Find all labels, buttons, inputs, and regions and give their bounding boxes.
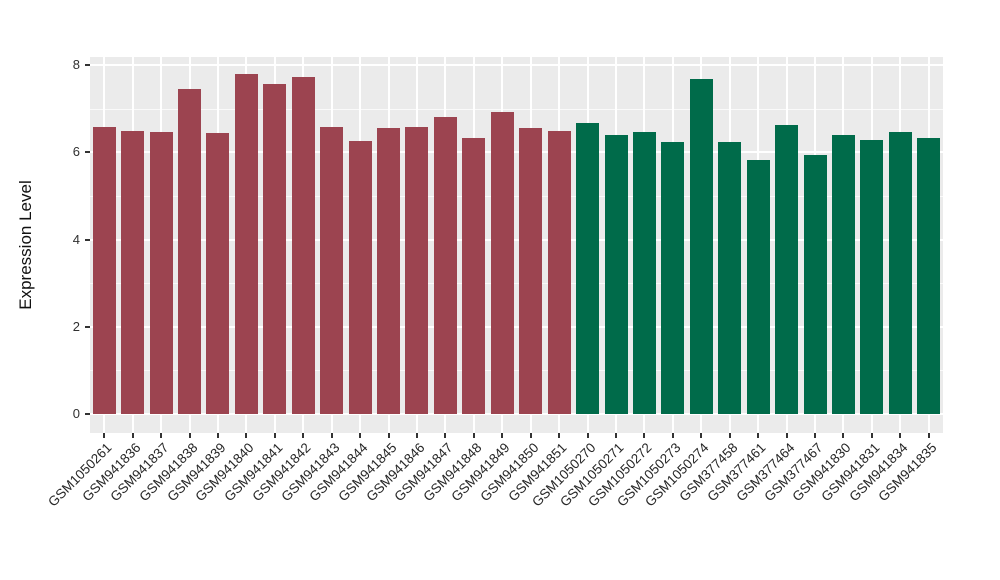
bar-GSM377461 bbox=[746, 159, 770, 414]
x-tick-mark bbox=[160, 433, 163, 438]
bar-GSM941838 bbox=[178, 89, 202, 414]
x-tick-mark bbox=[870, 433, 873, 438]
x-tick-mark bbox=[444, 433, 447, 438]
bar-GSM1050261 bbox=[92, 127, 116, 414]
y-tick-mark bbox=[85, 64, 90, 67]
bar-GSM941836 bbox=[121, 130, 145, 414]
bar-GSM941851 bbox=[547, 131, 571, 414]
x-tick-mark bbox=[785, 433, 788, 438]
bar-GSM941831 bbox=[860, 140, 884, 414]
x-tick-mark bbox=[643, 433, 646, 438]
bar-GSM377458 bbox=[718, 142, 742, 414]
x-tick-mark bbox=[188, 433, 191, 438]
bar-GSM377467 bbox=[803, 154, 827, 414]
x-tick-mark bbox=[415, 433, 418, 438]
y-tick-label: 6 bbox=[72, 144, 80, 160]
x-tick-mark bbox=[501, 433, 504, 438]
y-tick-label: 0 bbox=[72, 406, 80, 421]
x-tick-mark bbox=[814, 433, 817, 438]
x-tick-mark bbox=[700, 433, 703, 438]
y-tick-mark bbox=[85, 325, 90, 328]
x-tick-mark bbox=[586, 433, 589, 438]
bar-GSM941840 bbox=[234, 74, 258, 414]
x-tick-mark bbox=[927, 433, 930, 438]
x-tick-mark bbox=[387, 433, 390, 438]
bar-GSM1050272 bbox=[632, 132, 656, 414]
bar-GSM1050270 bbox=[576, 123, 600, 414]
gridline-major bbox=[90, 151, 943, 154]
bar-GSM941843 bbox=[320, 126, 344, 414]
gridline-major bbox=[90, 325, 943, 328]
bar-GSM941841 bbox=[263, 84, 287, 414]
y-tick-label: 4 bbox=[72, 231, 80, 247]
bar-GSM1050274 bbox=[689, 79, 713, 414]
x-tick-mark bbox=[245, 433, 248, 438]
bar-GSM377464 bbox=[775, 124, 799, 414]
x-tick-mark bbox=[330, 433, 333, 438]
x-tick-mark bbox=[216, 433, 219, 438]
bar-GSM941849 bbox=[490, 111, 514, 414]
bar-GSM941837 bbox=[149, 132, 173, 414]
x-tick-mark bbox=[273, 433, 276, 438]
x-tick-mark bbox=[615, 433, 618, 438]
bar-GSM1050271 bbox=[604, 134, 628, 414]
x-tick-mark bbox=[899, 433, 902, 438]
y-tick-label: 8 bbox=[72, 57, 80, 73]
x-tick-mark bbox=[103, 433, 106, 438]
bar-GSM941834 bbox=[888, 131, 912, 414]
x-tick-mark bbox=[529, 433, 532, 438]
bar-GSM941844 bbox=[348, 141, 372, 414]
x-tick-mark bbox=[472, 433, 475, 438]
bar-GSM941848 bbox=[462, 137, 486, 414]
bar-GSM941846 bbox=[405, 126, 429, 414]
x-tick-mark bbox=[728, 433, 731, 438]
y-tick-mark bbox=[85, 413, 90, 415]
gridline-minor bbox=[90, 283, 943, 285]
gridline-minor bbox=[90, 370, 943, 372]
y-tick-mark bbox=[85, 238, 90, 241]
x-tick-mark bbox=[302, 433, 305, 438]
bar-GSM941845 bbox=[377, 127, 401, 414]
plot-panel bbox=[90, 57, 943, 433]
y-tick-mark bbox=[85, 151, 90, 154]
bar-GSM941830 bbox=[831, 135, 855, 414]
gridline-major bbox=[90, 413, 943, 415]
gridline-minor bbox=[90, 196, 943, 197]
bar-GSM1050273 bbox=[661, 142, 685, 414]
gridline-major bbox=[90, 238, 943, 241]
x-tick-mark bbox=[359, 433, 362, 438]
x-tick-mark bbox=[842, 433, 845, 438]
bar-GSM941839 bbox=[206, 132, 230, 414]
x-tick-mark bbox=[131, 433, 134, 438]
y-axis-title: Expression Level bbox=[16, 180, 35, 310]
bar-GSM941835 bbox=[917, 137, 941, 414]
x-tick-mark bbox=[558, 433, 561, 438]
bar-GSM941847 bbox=[433, 116, 457, 414]
x-tick-mark bbox=[757, 433, 760, 438]
bar-GSM941850 bbox=[519, 127, 543, 414]
x-tick-mark bbox=[671, 433, 674, 438]
bar-GSM941842 bbox=[291, 76, 315, 414]
gridline-major bbox=[90, 64, 943, 67]
y-tick-label: 2 bbox=[72, 318, 80, 334]
gridline-minor bbox=[90, 108, 943, 110]
